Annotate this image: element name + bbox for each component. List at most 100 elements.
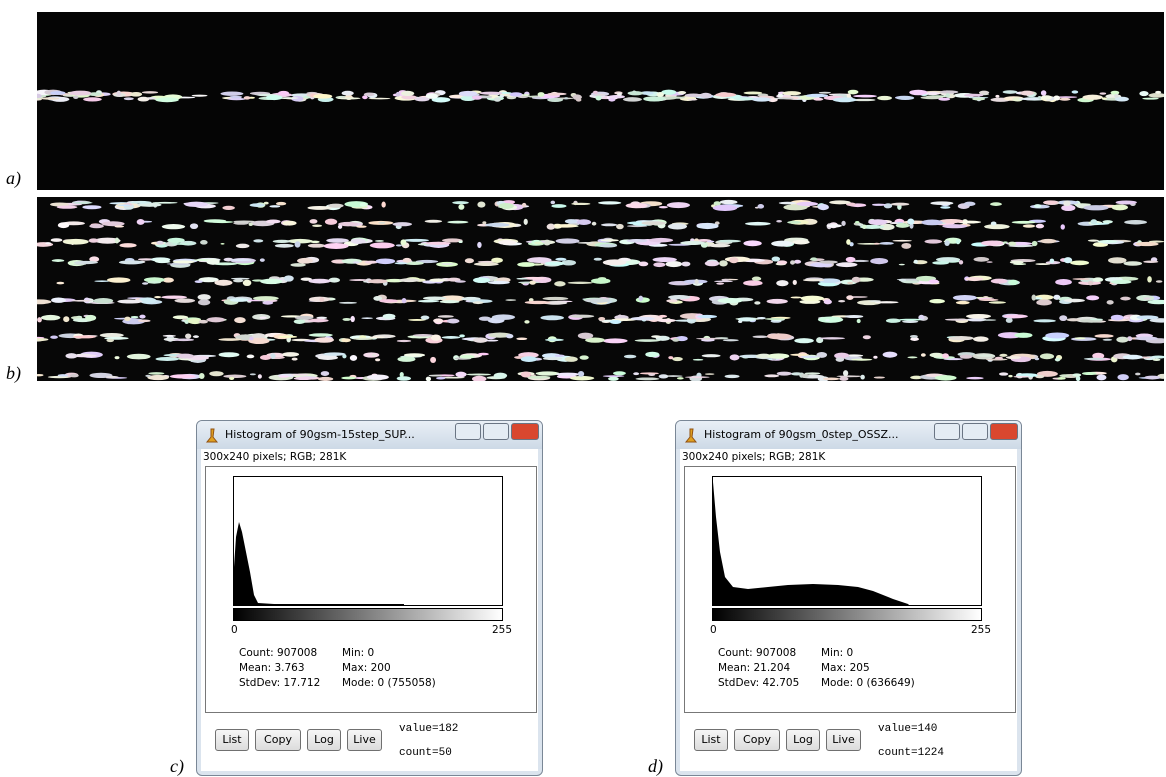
fiber-streak bbox=[813, 97, 824, 101]
fiber-streak bbox=[658, 206, 669, 209]
fiber-streak bbox=[88, 238, 99, 243]
button[interactable]: Live bbox=[347, 729, 382, 751]
stat: Count: 907008 bbox=[239, 647, 318, 659]
fiber-streak bbox=[721, 278, 730, 281]
fiber-streak bbox=[1060, 224, 1065, 230]
fiber-streak bbox=[362, 95, 368, 100]
fiber-streak bbox=[1035, 263, 1051, 265]
button[interactable]: List bbox=[215, 729, 249, 751]
fiber-streak bbox=[229, 376, 235, 380]
fiber-streak bbox=[430, 356, 437, 363]
fiber-streak bbox=[401, 95, 417, 100]
fiber-streak bbox=[677, 90, 687, 95]
button[interactable]: Log bbox=[786, 729, 820, 751]
fiber-streak bbox=[282, 220, 297, 226]
fiber-streak bbox=[223, 374, 247, 379]
fiber-streak bbox=[674, 319, 696, 322]
fiber-streak bbox=[966, 376, 984, 380]
fiber-streak bbox=[544, 261, 565, 266]
value-readout: value=140 bbox=[878, 723, 938, 735]
fiber-streak bbox=[37, 93, 42, 99]
fiber-streak bbox=[733, 97, 757, 101]
stat: Max: 200 bbox=[342, 662, 391, 674]
button[interactable]: Live bbox=[826, 729, 861, 751]
fiber-streak bbox=[369, 336, 385, 339]
fiber-streak bbox=[138, 319, 151, 323]
button[interactable]: Log bbox=[307, 729, 341, 751]
fiber-streak bbox=[328, 277, 340, 283]
fiber-streak bbox=[1083, 357, 1105, 360]
fiber-streak bbox=[1149, 318, 1164, 323]
fiber-streak bbox=[363, 352, 380, 358]
fiber-streak bbox=[342, 317, 351, 321]
fiber-streak bbox=[218, 338, 242, 341]
fiber-streak bbox=[1036, 299, 1052, 306]
fiber-streak bbox=[477, 241, 482, 249]
fiber-streak bbox=[836, 375, 863, 378]
fiber-streak bbox=[70, 354, 97, 358]
fiber-streak bbox=[62, 238, 89, 245]
fiber-streak bbox=[424, 219, 443, 223]
fiber-streak bbox=[1144, 375, 1161, 380]
fiber-streak bbox=[973, 336, 989, 342]
fiber-streak bbox=[235, 243, 250, 249]
fiber-streak bbox=[368, 279, 388, 284]
fiber-streak bbox=[1092, 352, 1105, 359]
fiber-streak bbox=[1012, 97, 1023, 102]
fiber-streak bbox=[439, 376, 465, 379]
stat: Mode: 0 (755058) bbox=[342, 677, 436, 689]
window-min-button[interactable] bbox=[934, 423, 960, 440]
fiber-streak bbox=[337, 224, 343, 229]
figure-label: c) bbox=[170, 756, 184, 776]
fiber-streak bbox=[404, 261, 424, 265]
fiber-streak bbox=[853, 94, 877, 98]
window-max-button[interactable] bbox=[483, 423, 509, 440]
fiber-streak bbox=[981, 319, 997, 321]
fiber-streak bbox=[890, 202, 910, 206]
fiber-streak bbox=[986, 261, 993, 263]
fiber-streak bbox=[206, 258, 220, 265]
fiber-streak bbox=[712, 204, 738, 211]
fiber-streak bbox=[350, 315, 355, 323]
fiber-streak bbox=[955, 239, 961, 245]
fiber-streak bbox=[51, 297, 66, 303]
fiber-streak bbox=[139, 314, 146, 319]
fiber-streak bbox=[394, 262, 408, 265]
fiber-streak bbox=[640, 91, 654, 95]
fiber-streak bbox=[826, 224, 842, 228]
button[interactable]: Copy bbox=[255, 729, 301, 751]
button[interactable]: List bbox=[694, 729, 728, 751]
fiber-streak bbox=[985, 358, 1008, 361]
fiber-streak bbox=[206, 317, 225, 323]
fiber-streak bbox=[114, 237, 120, 244]
fiber-streak bbox=[262, 301, 274, 305]
window-close-button[interactable] bbox=[511, 423, 539, 440]
fiber-streak bbox=[706, 240, 715, 243]
fiber-streak bbox=[870, 258, 889, 265]
fiber-streak bbox=[459, 354, 475, 359]
window-max-button[interactable] bbox=[962, 423, 988, 440]
fiber-streak bbox=[1094, 334, 1114, 338]
window-close-button[interactable] bbox=[990, 423, 1018, 440]
fiber-streak bbox=[696, 222, 719, 230]
fiber-streak bbox=[928, 279, 939, 284]
fiber-streak bbox=[176, 353, 195, 359]
button[interactable]: Copy bbox=[734, 729, 780, 751]
fiber-streak bbox=[265, 95, 283, 101]
fiber-streak bbox=[229, 95, 243, 99]
fiber-streak bbox=[392, 222, 413, 227]
fiber-streak bbox=[823, 377, 840, 381]
fiber-streak bbox=[555, 238, 580, 244]
fiber-streak bbox=[51, 259, 65, 262]
fiber-streak bbox=[751, 97, 772, 102]
fiber-streak bbox=[458, 204, 465, 210]
fiber-streak bbox=[776, 371, 792, 376]
fiber-streak bbox=[764, 374, 780, 378]
fiber-streak bbox=[783, 204, 808, 211]
window-min-button[interactable] bbox=[455, 423, 481, 440]
fiber-streak bbox=[101, 221, 125, 227]
fiber-streak bbox=[898, 278, 907, 282]
fiber-streak bbox=[716, 282, 725, 285]
fiber-streak bbox=[107, 277, 131, 283]
fiber-streak bbox=[697, 314, 718, 319]
